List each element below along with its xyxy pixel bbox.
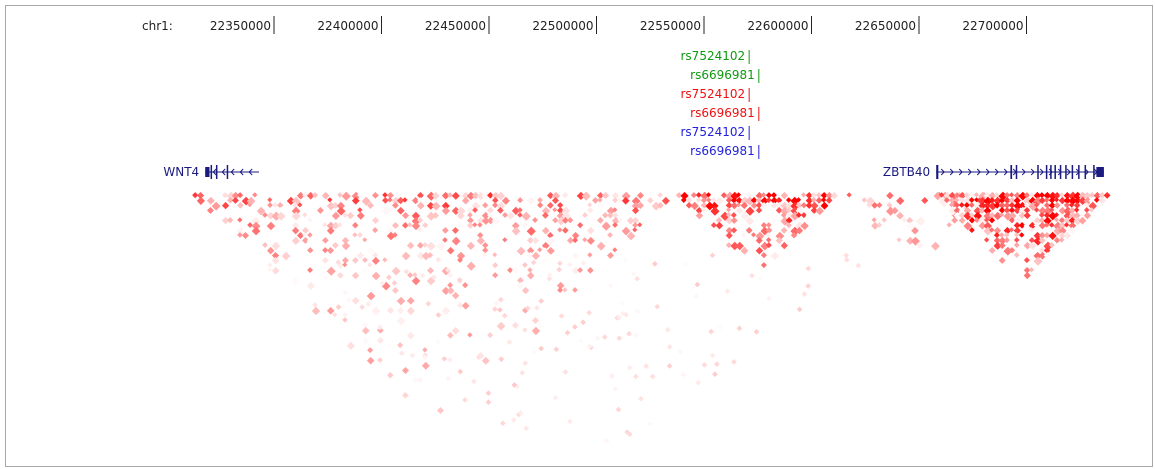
strand-arrow bbox=[1084, 168, 1089, 176]
strand-arrow bbox=[212, 168, 217, 176]
strand-arrow bbox=[1003, 168, 1008, 176]
snp-label: rs7524102 bbox=[681, 125, 746, 139]
strand-arrow bbox=[994, 168, 999, 176]
gene-model-zbtb40: ZBTB40 bbox=[883, 165, 1104, 179]
ld-heatmap bbox=[192, 191, 1111, 444]
gene-exon bbox=[1093, 165, 1095, 179]
genome-track-view: chr1: 22350000 22400000 22450000 22500000 22… bbox=[142, 16, 1111, 444]
gene-exon bbox=[1065, 165, 1067, 179]
tick-label: 22600000 bbox=[747, 19, 808, 33]
gene-model-wnt4: WNT4 bbox=[163, 165, 259, 179]
gene-label: ZBTB40 bbox=[883, 165, 930, 179]
gene-exon bbox=[1045, 165, 1048, 179]
gene-track: WNT4 ZBTB40 bbox=[163, 165, 1104, 179]
tick-label: 22450000 bbox=[425, 19, 486, 33]
snp-label: rs7524102 bbox=[681, 49, 746, 63]
gene-exon bbox=[226, 165, 229, 179]
gene-exon bbox=[215, 165, 218, 179]
gene-exon bbox=[936, 165, 939, 179]
gene-exon bbox=[210, 165, 213, 179]
strand-arrow bbox=[967, 168, 972, 176]
chromosome-label: chr1: bbox=[142, 19, 173, 33]
gene-exon bbox=[1096, 167, 1104, 177]
strand-arrow bbox=[221, 168, 226, 176]
gene-exon bbox=[1050, 165, 1052, 179]
snp-track: rs7524102 rs6696981 rs7524102 rs6696981 rs75… bbox=[681, 49, 760, 159]
strand-arrow bbox=[985, 168, 990, 176]
tick-label: 22700000 bbox=[962, 19, 1023, 33]
ld-block bbox=[675, 191, 838, 269]
strand-arrow bbox=[949, 168, 954, 176]
strand-arrow bbox=[976, 168, 981, 176]
strand-arrow bbox=[1039, 168, 1044, 176]
gene-exon bbox=[1010, 165, 1013, 179]
strand-arrow bbox=[1066, 168, 1071, 176]
tick-label: 22350000 bbox=[210, 19, 271, 33]
ld-faint-cells bbox=[323, 252, 862, 444]
gene-exon bbox=[1071, 165, 1074, 179]
gene-exon bbox=[1037, 165, 1039, 179]
strand-arrow bbox=[940, 168, 945, 176]
snp-label: rs6696981 bbox=[690, 106, 755, 120]
strand-arrow bbox=[958, 168, 963, 176]
tick-label: 22650000 bbox=[855, 19, 916, 33]
gene-exon bbox=[1054, 165, 1056, 179]
strand-arrow bbox=[248, 168, 253, 176]
gene-exon bbox=[1015, 165, 1018, 179]
axis-ticks: 22350000 22400000 22450000 22500000 22550000… bbox=[210, 16, 1027, 34]
snp-label: rs7524102 bbox=[681, 87, 746, 101]
gene-exon bbox=[1059, 165, 1062, 179]
strand-arrow bbox=[1021, 168, 1026, 176]
ld-block bbox=[192, 191, 670, 415]
snp-label: rs6696981 bbox=[690, 68, 755, 82]
strand-arrow bbox=[230, 168, 235, 176]
tick-label: 22550000 bbox=[640, 19, 701, 33]
gene-exon bbox=[205, 167, 210, 177]
strand-arrow bbox=[239, 168, 244, 176]
gene-label: WNT4 bbox=[163, 165, 199, 179]
snp-label: rs6696981 bbox=[690, 144, 755, 158]
tick-label: 22400000 bbox=[317, 19, 378, 33]
ld-block bbox=[933, 191, 1111, 280]
tick-label: 22500000 bbox=[532, 19, 593, 33]
ld-browser-panel: chr1: 22350000 22400000 22450000 22500000 22… bbox=[5, 5, 1153, 467]
gene-exon bbox=[1078, 165, 1080, 179]
gene-exon bbox=[1084, 165, 1087, 179]
strand-arrow bbox=[1030, 168, 1035, 176]
